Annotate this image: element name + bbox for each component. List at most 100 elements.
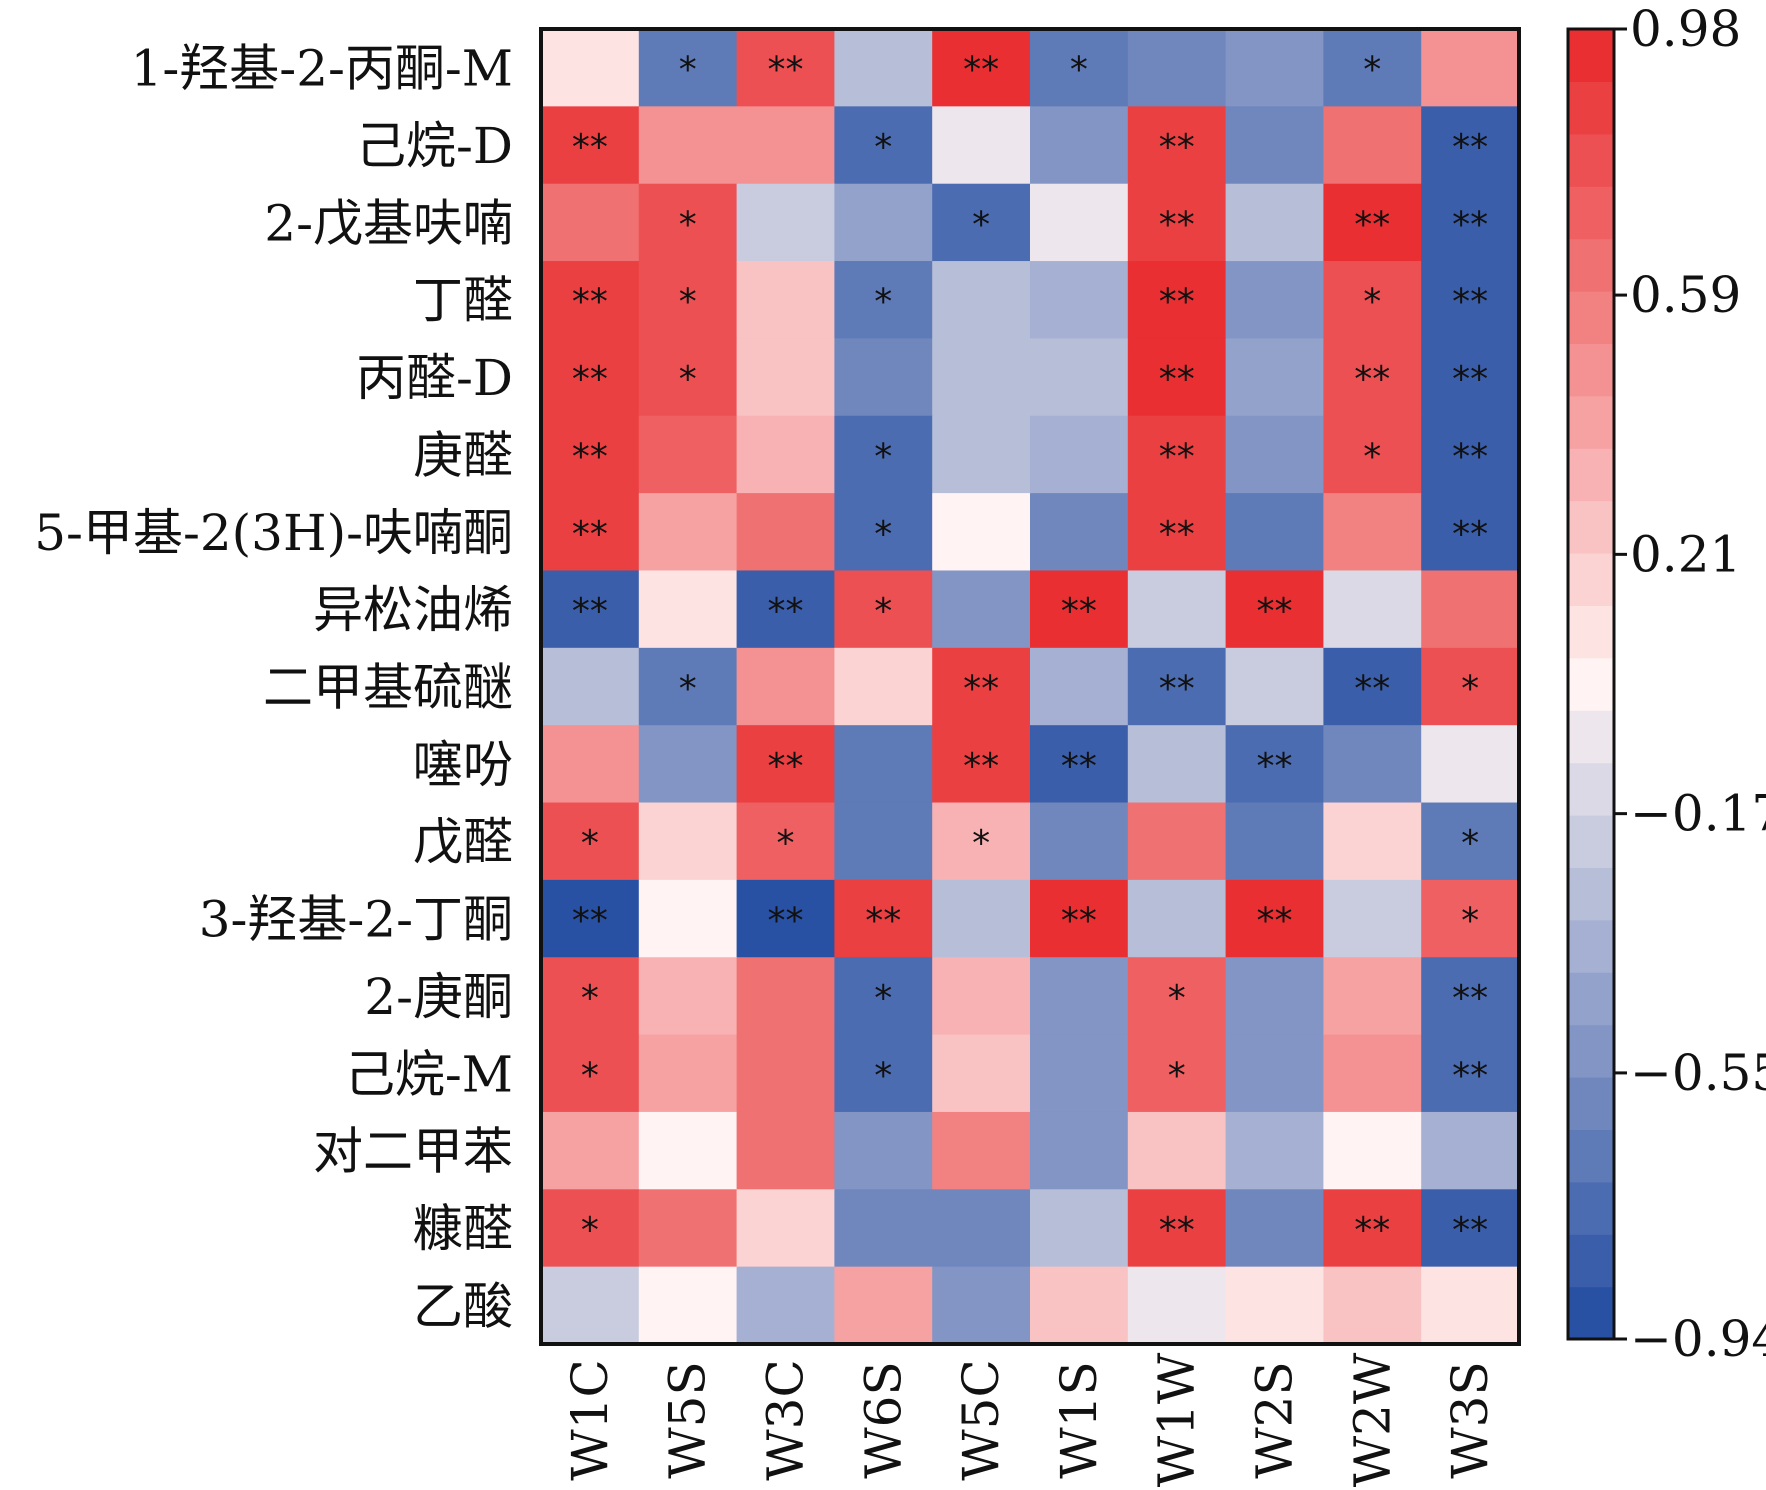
significance-mark: ** [572, 359, 608, 400]
colorbar-segment [1568, 1129, 1614, 1183]
heatmap-cell [1127, 29, 1227, 107]
heatmap-cell [736, 261, 835, 340]
heatmap-cell [1030, 1111, 1129, 1190]
row-label: 5-甲基-2(3H)-呋喃酮 [34, 504, 513, 562]
heatmap-cell [638, 1189, 738, 1268]
significance-mark: ** [1452, 436, 1488, 477]
heatmap-cell [1225, 1034, 1324, 1113]
significance-mark: * [874, 127, 892, 168]
heatmap-cell [932, 647, 1031, 726]
heatmap-cell [1421, 957, 1520, 1036]
significance-mark: ** [963, 669, 999, 710]
heatmap-cell [1225, 725, 1324, 804]
heatmap-cell [541, 29, 640, 107]
heatmap-cell [1127, 802, 1227, 881]
heatmap-cell [1225, 338, 1324, 417]
heatmap-cell [541, 725, 640, 804]
significance-mark: ** [1257, 901, 1293, 942]
colorbar-frame [1566, 27, 1616, 1341]
heatmap-cell [1030, 106, 1129, 185]
significance-mark: ** [768, 591, 804, 632]
significance-mark: ** [572, 436, 608, 477]
heatmap-cell [1421, 415, 1520, 494]
significance-mark: ** [1257, 746, 1293, 787]
row-label: 对二甲苯 [313, 1123, 513, 1181]
heatmap-cell [1225, 1266, 1324, 1345]
colorbar-segment [1568, 500, 1614, 554]
heatmap-cell [932, 415, 1031, 494]
heatmap-cell [1323, 338, 1422, 417]
heatmap-cell [1225, 879, 1324, 958]
heatmap-cell [541, 106, 640, 185]
heatmap-cell [932, 1189, 1031, 1268]
heatmap-cell [736, 183, 835, 262]
colorbar: 0.98 0.59 0.21 −0.17 −0.55 −0.94 [1566, 0, 1766, 1368]
colorbar-segment [1568, 81, 1614, 135]
heatmap-cell [1421, 1034, 1520, 1113]
colorbar-segment [1568, 553, 1614, 606]
column-label: W1C [561, 1359, 619, 1480]
colorbar-segment [1568, 238, 1614, 292]
heatmap-cell [1030, 338, 1129, 417]
heatmap-cell [1323, 1189, 1422, 1268]
heatmap-cell [1323, 570, 1422, 649]
row-label: 己烷-M [345, 1045, 513, 1103]
heatmap-cell [541, 879, 640, 958]
heatmap-cell [1323, 957, 1422, 1036]
heatmap-cell [1030, 879, 1129, 958]
heatmap-cell [1225, 957, 1324, 1036]
heatmap-cell [1030, 415, 1129, 494]
column-label: W3S [1441, 1361, 1499, 1478]
heatmap-cell [736, 415, 835, 494]
heatmap-cell [736, 647, 835, 726]
heatmap-cell [1127, 570, 1227, 649]
heatmap-cell [638, 647, 738, 726]
significance-mark: * [874, 591, 892, 632]
significance-mark: * [874, 978, 892, 1019]
significance-mark: * [581, 823, 599, 864]
heatmap-cell [1127, 1111, 1227, 1190]
colorbar-segment [1568, 867, 1614, 921]
heatmap-cell [932, 183, 1031, 262]
heatmap-cell [1323, 261, 1422, 340]
heatmap-cell [1225, 570, 1324, 649]
significance-mark: * [679, 359, 697, 400]
row-label: 二甲基硫醚 [263, 659, 513, 717]
heatmap-cell [541, 415, 640, 494]
heatmap-cell [834, 493, 933, 572]
significance-mark: ** [1159, 127, 1195, 168]
heatmap-cell [1225, 261, 1324, 340]
heatmap-cell [1421, 29, 1520, 107]
colorbar-tick-label: 0.59 [1630, 266, 1741, 324]
heatmap-cell [1030, 183, 1129, 262]
heatmap-cell [736, 725, 835, 804]
colorbar-segment [1568, 1181, 1614, 1235]
significance-mark: * [679, 50, 697, 91]
heatmap-cell [1323, 725, 1422, 804]
colorbar-segment [1568, 448, 1614, 502]
heatmap-cell [638, 338, 738, 417]
heatmap-cell [736, 106, 835, 185]
significance-mark: * [1461, 901, 1479, 942]
heatmap-cell [1225, 415, 1324, 494]
significance-mark: * [777, 823, 795, 864]
significance-mark: * [1461, 669, 1479, 710]
significance-mark: ** [1452, 1055, 1488, 1096]
heatmap-cell [1030, 570, 1129, 649]
significance-mark: ** [1159, 282, 1195, 323]
heatmap-cell [1225, 647, 1324, 726]
significance-mark: ** [1452, 204, 1488, 245]
row-label: 糠醛 [413, 1200, 513, 1258]
heatmap-cell [1421, 261, 1520, 340]
heatmap-cell [834, 338, 933, 417]
significance-mark: ** [1061, 746, 1097, 787]
column-label: W3C [757, 1359, 815, 1480]
heatmap-cell [1127, 493, 1227, 572]
significance-mark: ** [1159, 514, 1195, 555]
heatmap-cell [932, 725, 1031, 804]
heatmap-cell [932, 338, 1031, 417]
significance-mark: ** [1452, 514, 1488, 555]
heatmap-cell [1127, 957, 1227, 1036]
heatmap-cell [1127, 647, 1227, 726]
